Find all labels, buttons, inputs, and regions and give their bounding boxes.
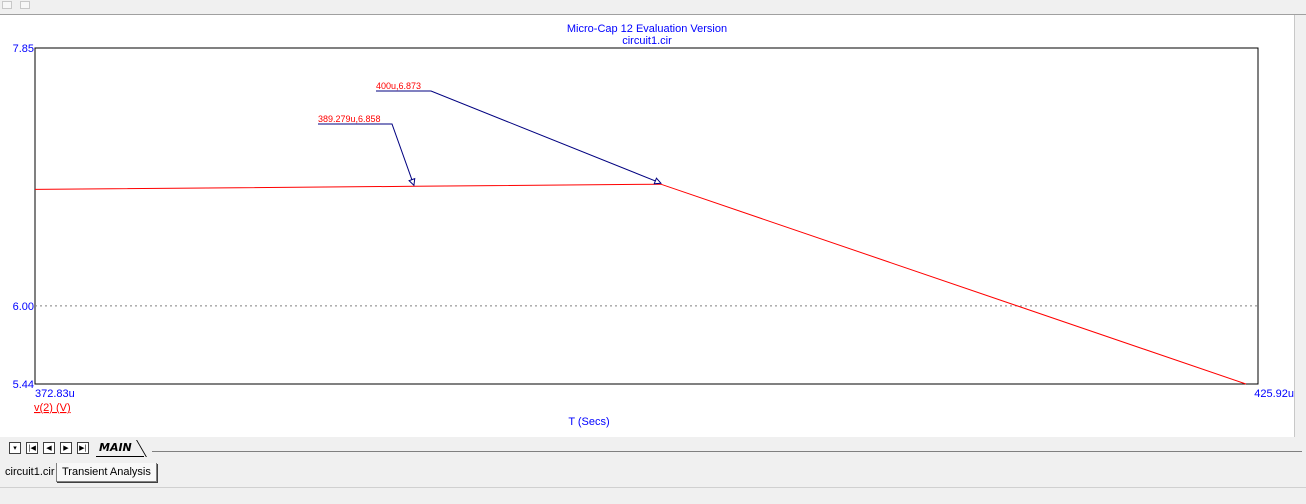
y-tick-label-1: 6.00 — [13, 301, 34, 313]
tag-arrowhead-0 — [408, 177, 416, 187]
sheet-menu-icon[interactable]: ▾ — [9, 442, 21, 454]
y-tick-label-0: 7.85 — [13, 43, 34, 55]
last-sheet-icon[interactable]: ▶| — [77, 442, 89, 454]
top-toolbar-strip — [0, 0, 1306, 15]
sheet-bar-end — [1282, 445, 1300, 452]
tag-leader-1 — [376, 90, 662, 184]
tag-label-0[interactable]: 389.279u,6.858 — [318, 114, 381, 124]
document-tab-bar: circuit1.cir Transient Analysis — [0, 461, 1306, 485]
sheet-bar-line — [152, 451, 1302, 452]
point-tags: 389.279u,6.858 400u,6.873 — [318, 81, 662, 187]
series-line-0 — [34, 183, 1247, 385]
sheet-tab-bar: ▾ |◀ ◀ ▶ ▶| MAIN — [0, 437, 1306, 461]
tag-leader-0 — [318, 123, 415, 186]
status-bar — [0, 487, 1306, 504]
first-sheet-icon[interactable]: |◀ — [26, 442, 38, 454]
traces — [34, 183, 1247, 385]
chart-subtitle: circuit1.cir — [622, 35, 672, 47]
window-minimize-icon[interactable] — [2, 1, 12, 9]
y-tick-label-2: 5.44 — [13, 379, 34, 391]
plot-window: Micro-Cap 12 Evaluation Version circuit1… — [0, 15, 1294, 437]
tag-label-1[interactable]: 400u,6.873 — [376, 81, 421, 91]
x-axis-label: T (Secs) — [568, 416, 609, 428]
y-tick-labels: 7.85 6.00 5.44 — [13, 43, 34, 391]
x-tick-labels: 372.83u 425.92u — [35, 388, 1294, 400]
window-restore-icon[interactable] — [20, 1, 30, 9]
plot-area-frame — [34, 47, 1259, 385]
y-axis-label[interactable]: v(2) (V) — [34, 402, 71, 414]
prev-sheet-icon[interactable]: ◀ — [43, 442, 55, 454]
chart-title: Micro-Cap 12 Evaluation Version — [567, 23, 727, 35]
x-tick-label-0: 372.83u — [35, 388, 75, 400]
tab-transient-analysis[interactable]: Transient Analysis — [56, 463, 157, 482]
vertical-scrollbar[interactable] — [1294, 15, 1306, 437]
next-sheet-icon[interactable]: ▶ — [60, 442, 72, 454]
x-tick-label-1: 425.92u — [1254, 388, 1294, 400]
tag-arrowhead-1 — [653, 177, 662, 185]
tab-circuit1[interactable]: circuit1.cir — [0, 463, 60, 482]
transient-chart: Micro-Cap 12 Evaluation Version circuit1… — [13, 23, 1294, 428]
tab-main[interactable]: MAIN — [96, 440, 144, 457]
